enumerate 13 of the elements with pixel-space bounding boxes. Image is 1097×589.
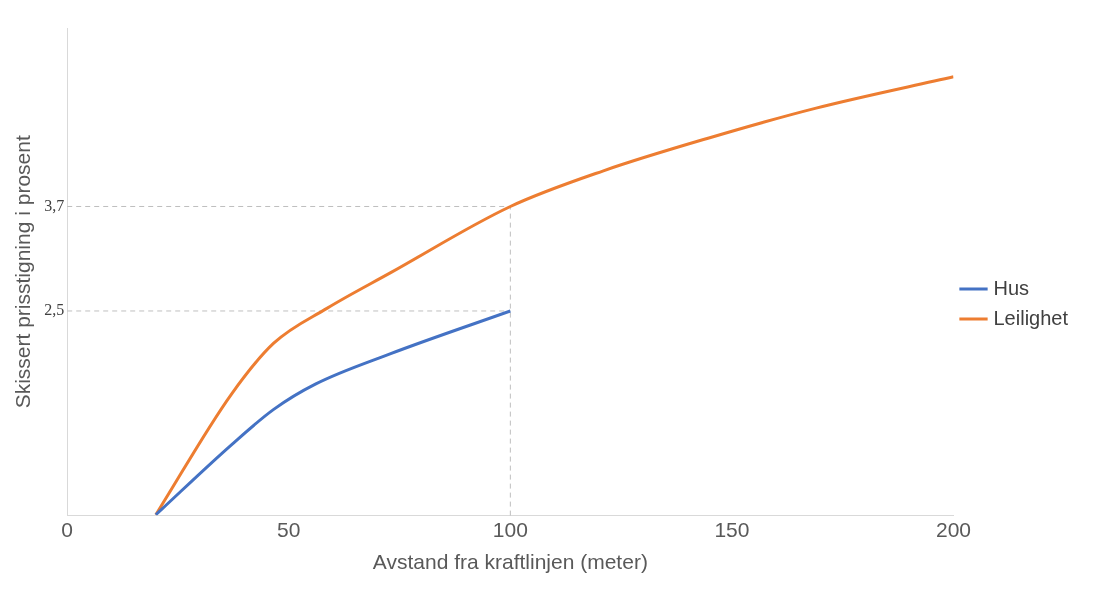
y-axis-title: Skissert prisstigning i prosent	[11, 135, 35, 409]
y-tick-label: 2,5	[44, 301, 65, 319]
y-tick-label: 3,7	[44, 196, 65, 214]
x-tick-label: 50	[277, 518, 301, 541]
legend-label: Leilighet	[993, 306, 1069, 329]
x-tick-label: 150	[714, 518, 750, 541]
x-tick-label: 200	[935, 518, 972, 541]
line-series	[154, 309, 512, 516]
x-axis-title: Avstand fra kraftlinjen (meter)	[372, 550, 648, 574]
x-tick-label: 100	[492, 518, 528, 541]
legend-label: Hus	[993, 276, 1030, 299]
line-series	[154, 75, 954, 516]
x-tick-label: 0	[61, 518, 74, 541]
